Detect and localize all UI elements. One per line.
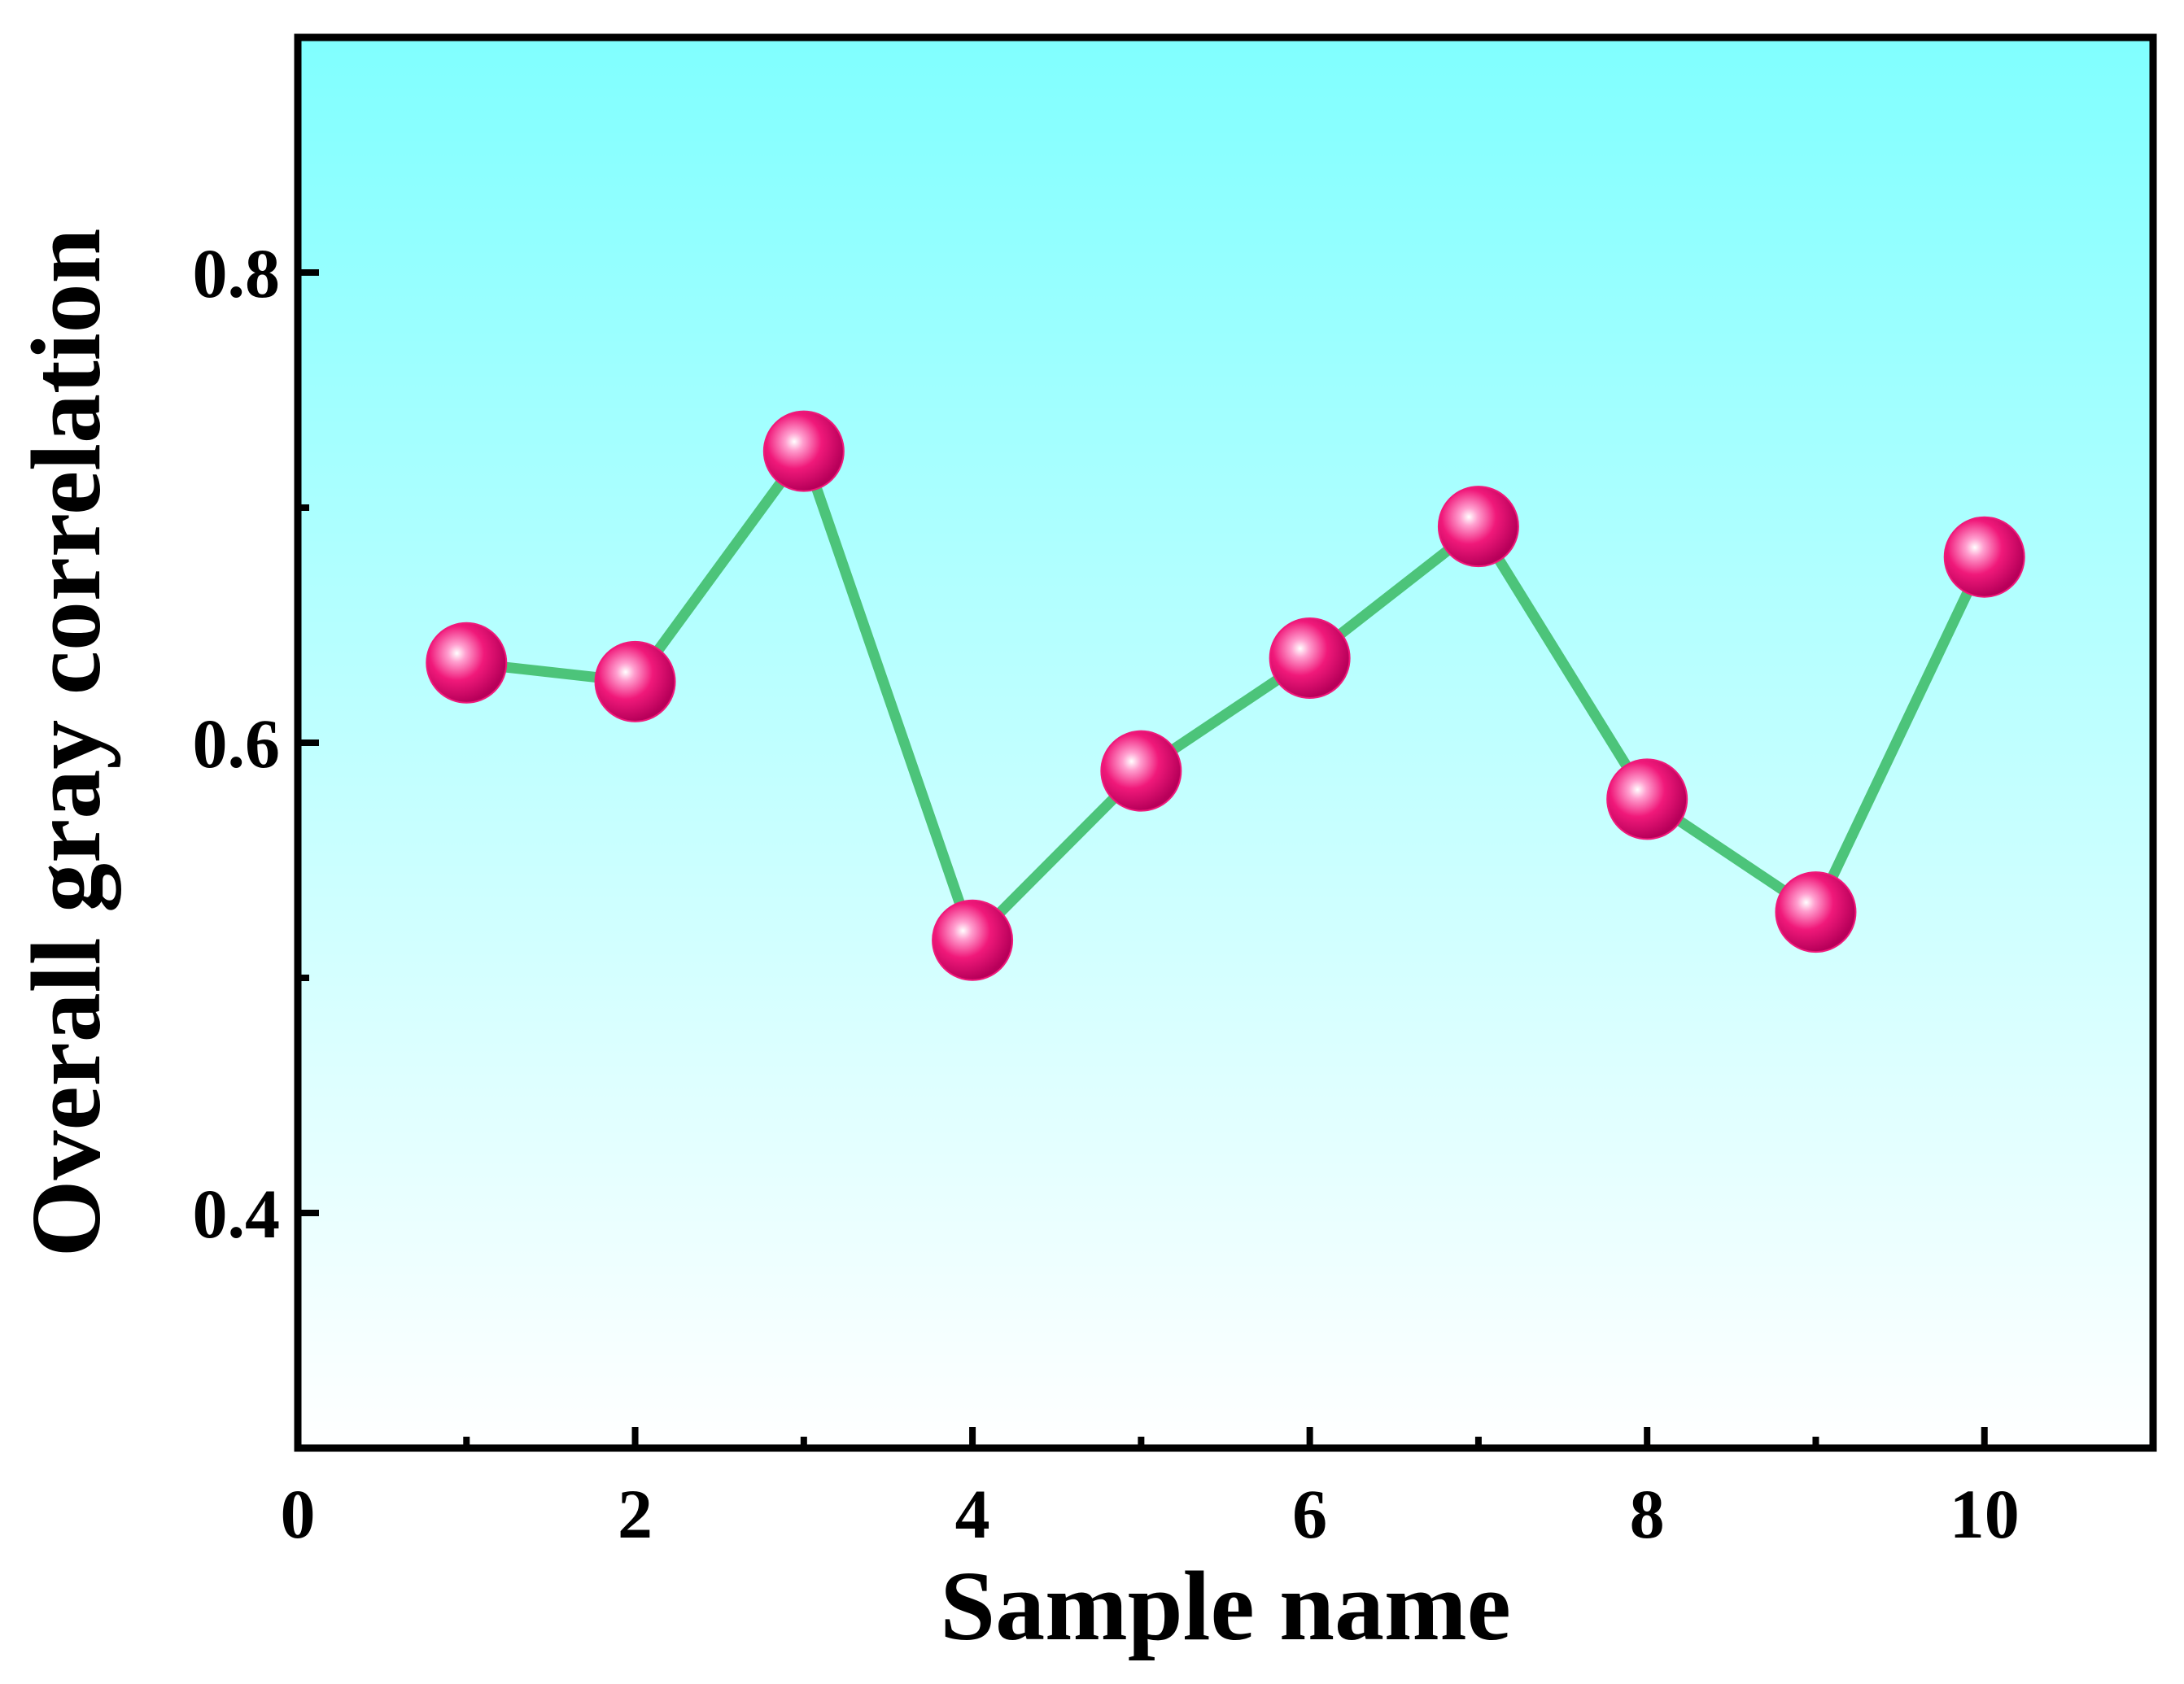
x-tick-label: 2 bbox=[618, 1475, 653, 1553]
data-point bbox=[1437, 486, 1519, 568]
series-line bbox=[465, 446, 1990, 946]
x-tick-label: 0 bbox=[281, 1475, 316, 1553]
y-tick-label: 0.4 bbox=[193, 1175, 281, 1253]
y-axis: 0.4 0.6 0.8 bbox=[193, 34, 319, 1451]
data-point bbox=[1606, 758, 1688, 840]
x-axis: 0 2 4 6 8 10 bbox=[281, 1427, 2020, 1553]
data-point bbox=[1269, 617, 1351, 699]
markers-group bbox=[426, 410, 2025, 981]
y-tick-label: 0.6 bbox=[193, 705, 281, 783]
x-tick-label: 8 bbox=[1630, 1475, 1665, 1553]
data-point bbox=[1775, 871, 1857, 953]
data-point bbox=[1100, 730, 1182, 812]
x-axis-title: Sample name bbox=[940, 1551, 1511, 1661]
x-tick-label: 10 bbox=[1950, 1475, 2020, 1553]
x-tick-label: 6 bbox=[1292, 1475, 1327, 1553]
data-point bbox=[426, 622, 508, 704]
data-point bbox=[594, 640, 676, 722]
y-axis-title: Overall gray correlation bbox=[11, 229, 121, 1258]
series-line-group bbox=[465, 446, 1990, 946]
x-tick-label: 4 bbox=[955, 1475, 990, 1553]
data-point bbox=[762, 410, 845, 492]
y-tick-label: 0.8 bbox=[193, 234, 281, 312]
plot-background bbox=[298, 37, 2153, 1448]
data-point bbox=[1943, 516, 2025, 598]
data-point bbox=[932, 899, 1014, 981]
